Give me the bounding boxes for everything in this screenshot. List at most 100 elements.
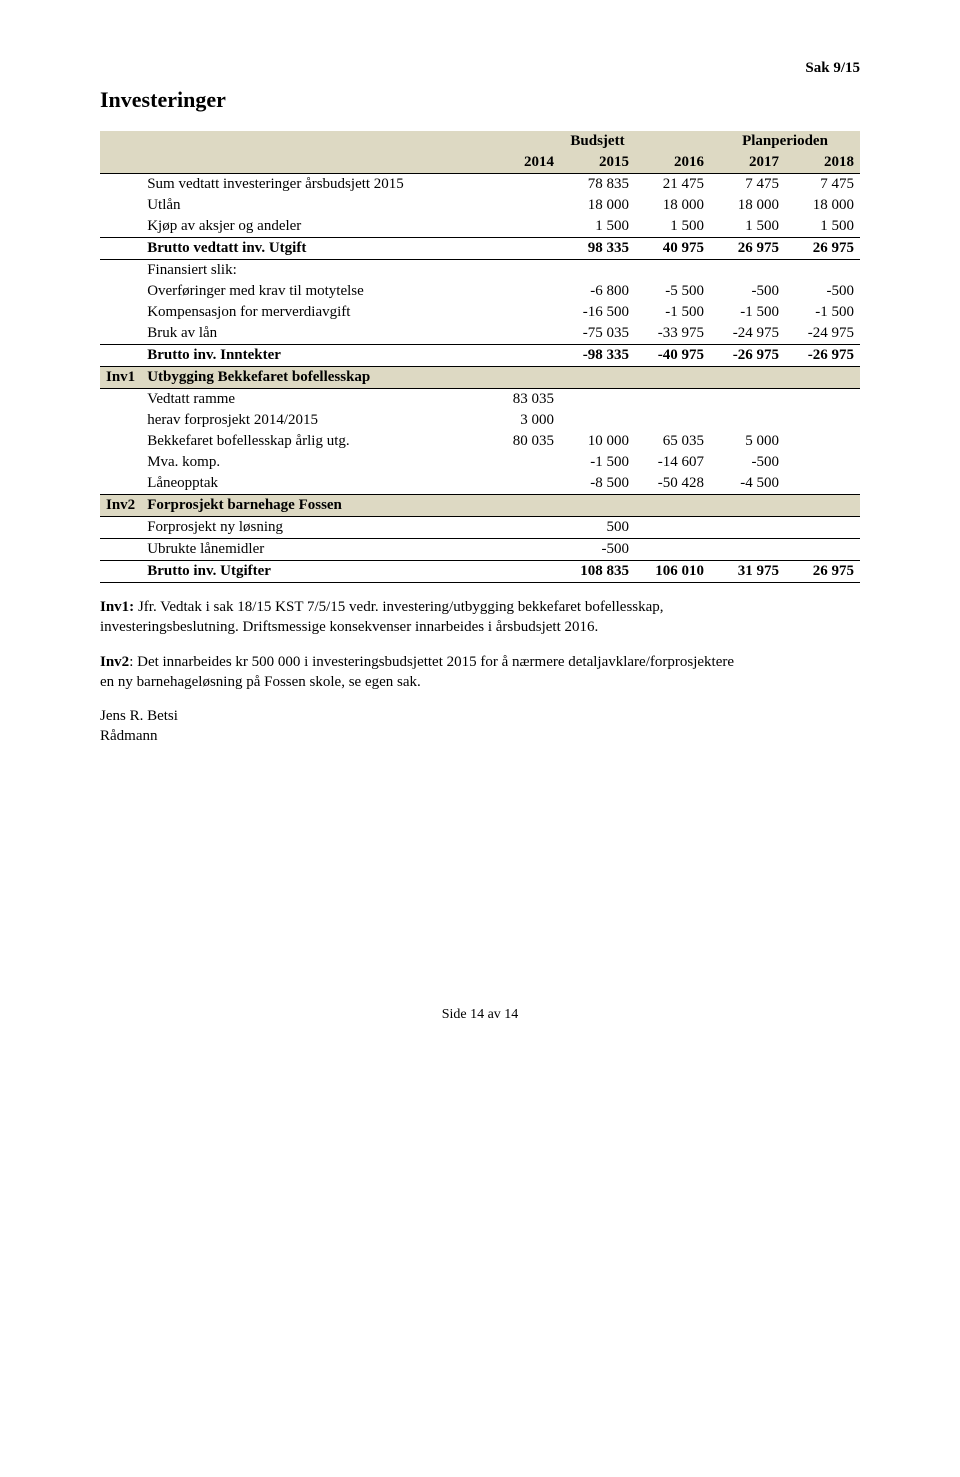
cell: -75 035 <box>560 323 635 345</box>
row-label: Brutto inv. Utgifter <box>141 561 490 583</box>
cell: 1 500 <box>785 216 860 238</box>
table-row: Forprosjekt ny løsning 500 <box>100 517 860 539</box>
group-header-planperioden: Planperioden <box>710 131 860 152</box>
cell: 26 975 <box>710 238 785 260</box>
brutto-utgifter-total-row: Brutto inv. Utgifter 108 835 106 010 31 … <box>100 561 860 583</box>
cell: 40 975 <box>635 238 710 260</box>
row-label: Bekkefaret bofellesskap årlig utg. <box>141 431 490 452</box>
signature-block: Jens R. Betsi Rådmann <box>100 706 740 747</box>
cell: -40 975 <box>635 345 710 367</box>
table-row: Kompensasjon for merverdiavgift -16 500 … <box>100 302 860 323</box>
table-row: herav forprosjekt 2014/2015 3 000 <box>100 410 860 431</box>
brutto-inntekter-row: Brutto inv. Inntekter -98 335 -40 975 -2… <box>100 345 860 367</box>
cell: -24 975 <box>710 323 785 345</box>
cell: -1 500 <box>710 302 785 323</box>
row-label: Brutto inv. Inntekter <box>141 345 490 367</box>
cell: 5 000 <box>710 431 785 452</box>
cell: 10 000 <box>560 431 635 452</box>
cell: 80 035 <box>490 431 560 452</box>
cell: 65 035 <box>635 431 710 452</box>
cell: -26 975 <box>785 345 860 367</box>
cell: 26 975 <box>785 561 860 583</box>
cell: 18 000 <box>710 195 785 216</box>
table-row: Overføringer med krav til motytelse -6 8… <box>100 281 860 302</box>
cell: 31 975 <box>710 561 785 583</box>
cell: 7 475 <box>785 174 860 196</box>
row-label: Kjøp av aksjer og andeler <box>141 216 490 238</box>
cell: 500 <box>560 517 635 539</box>
cell: 26 975 <box>785 238 860 260</box>
cell: -14 607 <box>635 452 710 473</box>
cell: -4 500 <box>710 473 785 495</box>
p2-text: Det innarbeides kr 500 000 i investering… <box>100 654 734 690</box>
cell: -500 <box>710 452 785 473</box>
row-label: Kompensasjon for merverdiavgift <box>141 302 490 323</box>
row-label: Ubrukte lånemidler <box>141 539 490 561</box>
inv2-title: Forprosjekt barnehage Fossen <box>141 495 490 517</box>
brutto-utgift-row: Brutto vedtatt inv. Utgift 98 335 40 975… <box>100 238 860 260</box>
cell: 83 035 <box>490 389 560 411</box>
cell: 3 000 <box>490 410 560 431</box>
cell: 1 500 <box>560 216 635 238</box>
table-row: Ubrukte lånemidler -500 <box>100 539 860 561</box>
cell: -500 <box>560 539 635 561</box>
year-2015: 2015 <box>560 152 635 174</box>
cell: -1 500 <box>635 302 710 323</box>
cell <box>490 174 560 196</box>
page-title: Investeringer <box>100 87 860 113</box>
cell: -26 975 <box>710 345 785 367</box>
row-label: Sum vedtatt investeringer årsbudsjett 20… <box>141 174 490 196</box>
row-label: Låneopptak <box>141 473 490 495</box>
row-label: Vedtatt ramme <box>141 389 490 411</box>
table-row: Bruk av lån -75 035 -33 975 -24 975 -24 … <box>100 323 860 345</box>
table-row: Mva. komp. -1 500 -14 607 -500 <box>100 452 860 473</box>
cell: -33 975 <box>635 323 710 345</box>
row-label: Utlån <box>141 195 490 216</box>
cell: 78 835 <box>560 174 635 196</box>
table-row: Vedtatt ramme 83 035 <box>100 389 860 411</box>
cell: -5 500 <box>635 281 710 302</box>
group-header-budsjett: Budsjett <box>560 131 635 152</box>
paragraph-inv1: Inv1: Jfr. Vedtak i sak 18/15 KST 7/5/15… <box>100 597 740 638</box>
row-label: Bruk av lån <box>141 323 490 345</box>
row-label: Brutto vedtatt inv. Utgift <box>141 238 490 260</box>
cell: -1 500 <box>785 302 860 323</box>
table-row: Kjøp av aksjer og andeler 1 500 1 500 1 … <box>100 216 860 238</box>
page-footer: Side 14 av 14 <box>100 1007 860 1023</box>
cell: 18 000 <box>560 195 635 216</box>
signature-title: Rådmann <box>100 728 158 744</box>
cell: 106 010 <box>635 561 710 583</box>
cell: 108 835 <box>560 561 635 583</box>
cell: -8 500 <box>560 473 635 495</box>
inv2-header-row: Inv2 Forprosjekt barnehage Fossen <box>100 495 860 517</box>
cell: 1 500 <box>635 216 710 238</box>
cell: -1 500 <box>560 452 635 473</box>
paragraph-inv2: Inv2: Det innarbeides kr 500 000 i inves… <box>100 652 740 693</box>
cell: 18 000 <box>785 195 860 216</box>
table-row: Sum vedtatt investeringer årsbudsjett 20… <box>100 174 860 196</box>
signature-name: Jens R. Betsi <box>100 708 178 724</box>
cell: 7 475 <box>710 174 785 196</box>
cell: -50 428 <box>635 473 710 495</box>
row-label: herav forprosjekt 2014/2015 <box>141 410 490 431</box>
year-2017: 2017 <box>710 152 785 174</box>
inv1-id: Inv1 <box>100 367 141 389</box>
cell: -6 800 <box>560 281 635 302</box>
inv2-id: Inv2 <box>100 495 141 517</box>
cell: 1 500 <box>710 216 785 238</box>
year-2016: 2016 <box>635 152 710 174</box>
row-label: Overføringer med krav til motytelse <box>141 281 490 302</box>
cell: 21 475 <box>635 174 710 196</box>
inv1-title: Utbygging Bekkefaret bofellesskap <box>141 367 490 389</box>
case-reference: Sak 9/15 <box>100 60 860 77</box>
inv1-header-row: Inv1 Utbygging Bekkefaret bofellesskap <box>100 367 860 389</box>
year-2018: 2018 <box>785 152 860 174</box>
finansiert-slik-row: Finansiert slik: <box>100 260 860 282</box>
row-label: Finansiert slik: <box>141 260 490 282</box>
p1-text: Jfr. Vedtak i sak 18/15 KST 7/5/15 vedr.… <box>100 599 664 635</box>
cell: -98 335 <box>560 345 635 367</box>
cell: 98 335 <box>560 238 635 260</box>
cell: 18 000 <box>635 195 710 216</box>
budget-table: Budsjett Planperioden 2014 2015 2016 201… <box>100 131 860 583</box>
cell: -500 <box>710 281 785 302</box>
